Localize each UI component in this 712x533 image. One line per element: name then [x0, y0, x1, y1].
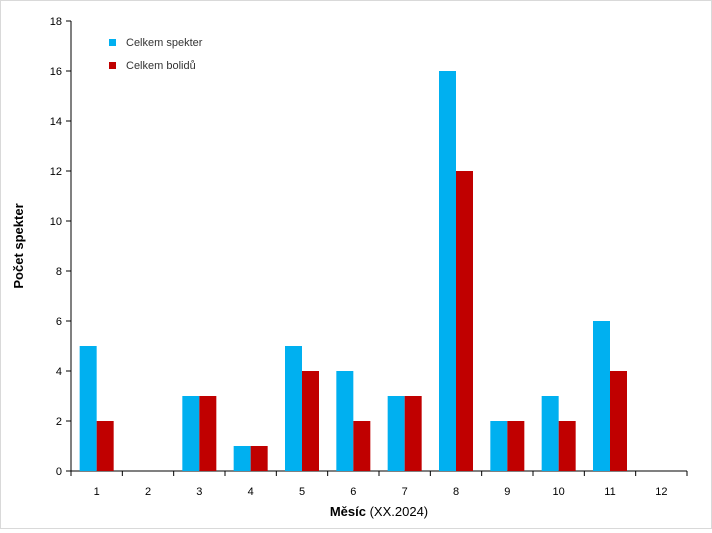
- bar-series-1: [79, 346, 97, 471]
- bar-series-2: [456, 171, 473, 471]
- bar-series-1: [336, 371, 354, 471]
- y-tick-label: 18: [50, 16, 62, 28]
- bar-series-2: [610, 371, 627, 471]
- y-tick-label: 6: [56, 316, 62, 328]
- bar-series-1: [233, 446, 251, 471]
- x-tick-label: 9: [504, 486, 510, 498]
- x-tick-label: 2: [145, 486, 151, 498]
- bar-series-2: [507, 421, 525, 471]
- legend-swatch-2: [109, 62, 116, 69]
- bar-series-1: [285, 346, 302, 471]
- y-tick-label: 10: [50, 216, 62, 228]
- bar-series-1: [541, 396, 559, 471]
- bar-series-1: [490, 421, 508, 471]
- y-tick-label: 4: [56, 366, 62, 378]
- x-tick-label: 4: [248, 486, 254, 498]
- bar-series-1: [593, 321, 610, 471]
- legend-label-2: Celkem bolidů: [126, 60, 196, 72]
- x-tick-label: 1: [94, 486, 100, 498]
- bar-series-1: [182, 396, 200, 471]
- bar-series-2: [302, 371, 319, 471]
- legend: Celkem spekter Celkem bolidů: [109, 37, 203, 72]
- x-tick-label: 12: [655, 486, 667, 498]
- x-tick-label: 7: [402, 486, 408, 498]
- x-axis-title-rest: (XX.2024): [366, 504, 428, 519]
- x-tick-label: 6: [350, 486, 356, 498]
- bars: [79, 71, 627, 471]
- x-tick-label: 8: [453, 486, 459, 498]
- bar-series-2: [199, 396, 217, 471]
- legend-swatch-1: [109, 39, 116, 46]
- bar-series-2: [250, 446, 268, 471]
- x-tick-label: 3: [196, 486, 202, 498]
- y-tick-label: 8: [56, 266, 62, 278]
- y-tick-label: 14: [50, 116, 62, 128]
- y-tick-label: 12: [50, 166, 62, 178]
- bar-series-2: [353, 421, 371, 471]
- bar-series-2: [96, 421, 114, 471]
- x-axis-title: Měsíc (XX.2024): [330, 504, 428, 519]
- y-tick-label: 0: [56, 466, 62, 478]
- y-axis-title: Počet spekter: [11, 203, 26, 288]
- x-tick-label: 5: [299, 486, 305, 498]
- bar-series-2: [558, 421, 576, 471]
- legend-label-1: Celkem spekter: [126, 37, 203, 49]
- x-tick-label: 10: [553, 486, 565, 498]
- bar-series-2: [404, 396, 422, 471]
- bar-series-1: [387, 396, 405, 471]
- x-tick-label: 11: [604, 486, 615, 498]
- x-axis-title-bold: Měsíc: [330, 504, 366, 519]
- y-tick-label: 16: [50, 66, 62, 78]
- bar-series-1: [439, 71, 456, 471]
- y-tick-label: 2: [56, 416, 62, 428]
